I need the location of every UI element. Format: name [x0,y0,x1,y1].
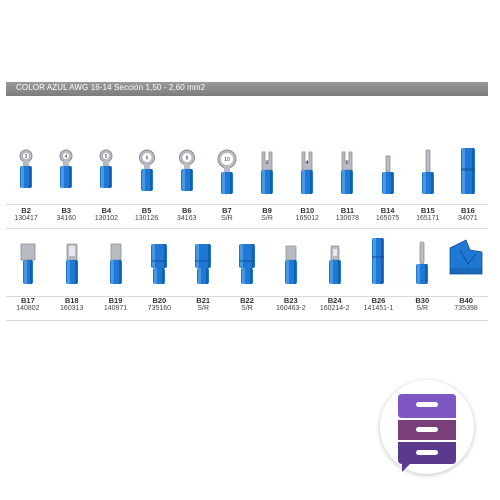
terminal-reference: S/R [197,305,209,312]
terminal-reference: 160463-2 [276,305,306,312]
terminal-code: B2 [21,206,31,215]
terminal-pin-icon [421,149,434,194]
svg-text:5: 5 [105,154,108,160]
terminal-code: B20 [152,296,167,305]
terminal-row-1: 3 B2 130417 4 B3 34160 5 B4 130102 6 B5 130126 8 B6 34… [6,140,488,240]
terminal-ring-icon: 8 [178,149,195,191]
terminal-code: B4 [101,206,112,215]
svg-text:6: 6 [145,156,148,162]
terminal-reference: 160313 [60,305,84,312]
terminal-reference: 130102 [94,215,119,222]
terminal-code: B16 [461,206,475,215]
row-divider [6,204,488,205]
terminal-reference: S/R [261,215,273,222]
row-divider [6,320,488,321]
section-title: COLOR AZUL AWG 16-14 Sección 1,50 - 2,60… [16,83,206,92]
terminal-reference: 735398 [454,305,478,312]
terminal-female-insulated-icon [151,244,168,284]
terminal-ring-icon: 10 [217,149,237,194]
terminal-reference: 130678 [335,215,360,222]
terminal-code: B22 [240,296,254,305]
filing-cabinet-logo [380,380,474,474]
terminal-code: B14 [380,206,395,215]
terminal-code: B5 [141,206,152,215]
svg-text:8: 8 [185,156,188,162]
terminal-code: B3 [61,206,72,215]
terminal-reference: 165012 [295,215,319,222]
terminal-code: B7 [222,206,232,215]
terminal-code: B18 [64,296,79,305]
terminal-reference: 160214-2 [319,305,350,312]
terminal-spade-icon [109,243,122,284]
terminal-code: B24 [327,296,342,305]
terminal-code: B11 [340,206,355,215]
terminal-female-icon [65,243,78,284]
terminal-fork-icon: 4 [301,151,314,194]
terminal-butt-icon [460,148,475,194]
terminal-code: B17 [21,296,35,305]
terminal-reference: S/R [416,305,429,312]
terminal-ring-icon: 3 [19,149,33,188]
terminal-reference: 141451-1 [363,305,394,312]
terminal-reference: 140971 [103,305,128,312]
row-divider [6,296,488,297]
terminal-reference: 34163 [177,215,197,222]
terminal-reference: 130417 [14,215,38,222]
terminal-flag-icon [20,243,36,284]
svg-text:4: 4 [306,160,309,166]
terminal-code: B26 [371,296,386,305]
terminal-code: B40 [459,296,473,305]
terminal-female-insulated-icon [239,244,255,284]
svg-text:3: 3 [266,160,269,166]
terminal-fork-icon: 5 [341,151,354,194]
terminal-code: B15 [420,206,435,215]
filing-cabinet-icon [398,394,456,472]
terminal-code: B10 [300,206,315,215]
terminal-reference: 165171 [416,215,440,222]
terminal-reference: 34160 [56,215,76,222]
terminal-row-2: B17 140802 B18 160313 B19 140971 B20 735160 B21 S… [6,230,488,330]
terminal-reference: 735160 [147,305,172,312]
section-header-bar: COLOR AZUL AWG 16-14 Sección 1,50 - 2,60… [6,82,488,96]
terminal-reference: 165075 [375,215,400,222]
terminal-code: B30 [415,296,430,305]
terminal-female-flat-icon [284,245,297,284]
terminal-reference: 140802 [16,305,40,312]
terminal-ring-icon: 5 [99,149,113,188]
terminal-fork-icon: 3 [261,151,274,194]
terminal-female-insulated-icon [195,244,212,284]
row-divider [6,228,488,229]
svg-text:10: 10 [224,157,230,163]
terminal-reference: S/R [221,215,233,222]
terminal-ring-icon: 4 [59,149,73,188]
svg-text:5: 5 [346,160,349,166]
terminal-reference: S/R [241,305,253,312]
terminal-splice-icon [449,239,483,275]
terminal-male-icon [328,245,341,284]
terminal-pin-round-icon [416,241,429,284]
terminal-reference: 130126 [134,215,159,222]
terminal-bullet-icon [372,238,385,284]
terminal-code: B19 [108,296,123,305]
terminal-ring-icon: 6 [138,149,155,191]
terminal-code: B23 [283,296,298,305]
svg-text:3: 3 [25,154,28,160]
terminal-code: B21 [196,296,211,305]
terminal-blade-icon [381,155,394,194]
terminal-code: B9 [262,206,272,215]
terminal-code: B6 [181,206,192,215]
terminal-reference: 34071 [458,215,478,222]
svg-text:4: 4 [65,154,68,160]
